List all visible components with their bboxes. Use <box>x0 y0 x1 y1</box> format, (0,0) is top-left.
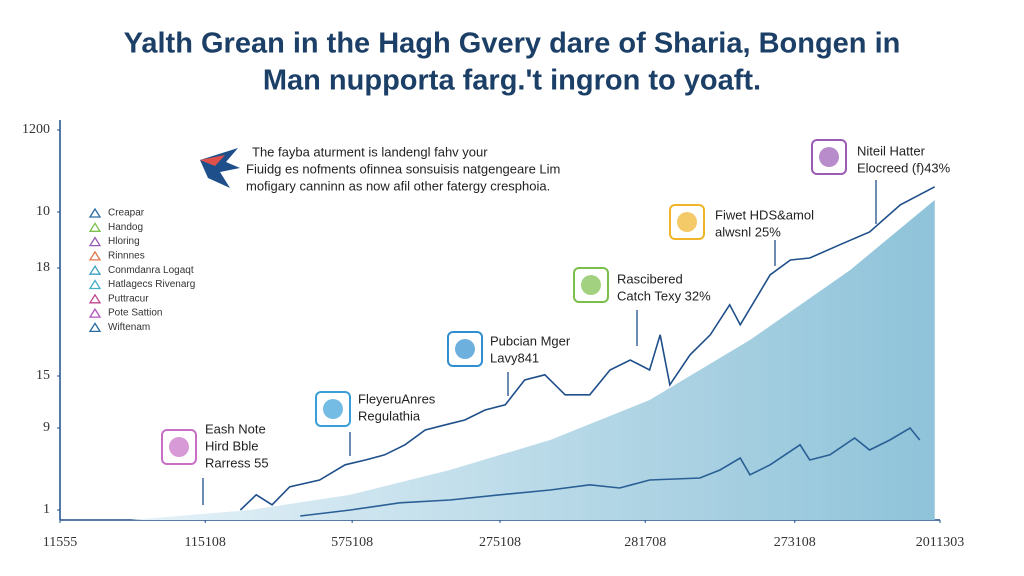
logo <box>200 148 240 188</box>
x-tick-label: 115108 <box>184 535 225 550</box>
legend-icon <box>88 207 102 218</box>
legend-icon <box>88 250 102 261</box>
x-tick-label: 281708 <box>624 535 666 550</box>
legend-icon <box>88 236 102 247</box>
annotation-icon <box>455 339 475 359</box>
annotation-text: Catch Texy 32% <box>617 288 711 303</box>
legend-label: Rinnnes <box>108 251 145 262</box>
legend-icon <box>88 264 102 275</box>
note: mofigary canninn as now afil other fater… <box>246 178 550 193</box>
annotation-icon <box>677 212 697 232</box>
annotation-text: Fiwet HDS&amol <box>715 207 814 222</box>
legend-icon <box>88 222 102 232</box>
annotation-text: Lavy841 <box>490 350 539 365</box>
chart-title: Man nupporta farg.'t ingron to yoaft. <box>263 65 761 97</box>
annotation-text: Niteil Hatter <box>857 143 926 158</box>
annotation-icon <box>581 275 601 295</box>
y-tick-label: 1 <box>43 502 50 517</box>
annotation-icon <box>323 399 343 419</box>
legend-label: Creapar <box>108 208 145 219</box>
legend-label: Hloring <box>108 236 140 247</box>
y-tick-label: 1200 <box>22 122 50 137</box>
legend-icon <box>88 279 102 290</box>
annotation-text: Eash Note <box>205 421 266 436</box>
annotation-text: alwsnl 25% <box>715 224 781 239</box>
legend-label: Wiftenam <box>108 322 150 333</box>
annotation-text: Pubcian Mger <box>490 333 571 348</box>
annotation-text: Rarress 55 <box>205 455 269 470</box>
x-tick-label: 2011303 <box>916 535 964 550</box>
annotation-text: Rascibered <box>617 271 683 286</box>
note: Fiuidg es nofments ofinnea sonsuisis nat… <box>246 161 560 176</box>
x-tick-label: 575108 <box>331 535 373 550</box>
annotation-icon <box>169 437 189 457</box>
legend-label: Pote Sattion <box>108 308 162 319</box>
x-tick-label: 11555 <box>43 535 77 550</box>
y-tick-label: 9 <box>43 420 50 435</box>
line <box>239 186 936 511</box>
legend-label: Puttracur <box>108 293 149 304</box>
note: The fayba aturment is landengl fahv your <box>252 144 488 159</box>
legend-label: Hatlagecs Rivenarg <box>108 279 195 290</box>
legend-label: Handog <box>108 222 143 233</box>
y-tick-label: 15 <box>36 368 50 383</box>
annotation-text: Regulathia <box>358 408 421 423</box>
area <box>130 200 935 520</box>
x-tick-label: 275108 <box>479 535 521 550</box>
annotation-text: Elocreed (f)43% <box>857 160 951 175</box>
line <box>300 426 921 517</box>
y-tick-label: 10 <box>36 204 50 219</box>
x-tick-label: 273108 <box>774 535 816 550</box>
annotation-text: Hird Bble <box>205 438 258 453</box>
legend-label: Conmdanra Logaqt <box>108 265 194 276</box>
legend-icon <box>88 293 102 304</box>
annotation-text: FleyeruAnres <box>358 391 436 406</box>
y-tick-label: 18 <box>36 260 50 275</box>
legend-icon <box>88 322 102 333</box>
annotation-icon <box>819 147 839 167</box>
legend-icon <box>88 307 102 318</box>
chart-title: Yalth Grean in the Hagh Gvery dare of Sh… <box>124 28 901 60</box>
